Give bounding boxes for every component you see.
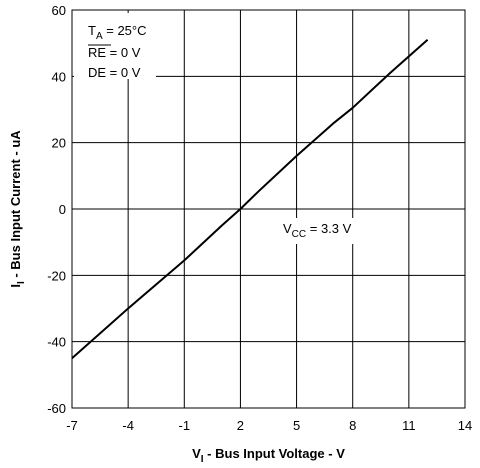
y-tick-label: -60: [47, 401, 66, 416]
x-axis-title-sub: I: [201, 454, 204, 465]
annotation-vcc-rest: = 3.3 V: [306, 221, 351, 236]
x-axis-title-main: V: [192, 446, 201, 461]
x-tick-label: 11: [402, 418, 416, 433]
x-tick-label: -7: [66, 418, 78, 433]
y-axis-title-main: I: [8, 284, 23, 288]
annotation-re: RE = 0 V: [88, 45, 141, 60]
x-tick-label: 5: [293, 418, 300, 433]
annotation-ta-rest: = 25°C: [103, 23, 147, 38]
x-tick-label: 8: [349, 418, 356, 433]
plot-frame: [71, 9, 466, 409]
annotation-ta-main: T: [88, 23, 96, 38]
annotation-vcc-background: [279, 218, 371, 244]
x-tick-label: -1: [179, 418, 191, 433]
x-tick-label: 2: [237, 418, 244, 433]
x-axis-title-rest: - Bus Input Voltage - V: [204, 446, 346, 461]
x-axis-title: VI - Bus Input Voltage - V: [192, 446, 345, 465]
tick-labels: -7 -4 -1 2 5 8 11 14 -60 -40 -20 0 20 40 60: [47, 3, 472, 433]
annotation-de: DE = 0 V: [88, 65, 141, 80]
y-tick-label: -20: [47, 268, 66, 283]
x-tick-label: 14: [458, 418, 472, 433]
y-axis-title-sub: I: [16, 281, 27, 284]
annotation-re-rest: = 0 V: [106, 45, 141, 60]
annotation-vcc: VCC = 3.3 V: [283, 221, 352, 240]
annotation-vcc-main: V: [283, 221, 292, 236]
annotation-ta-sub: A: [96, 31, 103, 42]
annotation-ta: TA = 25°C: [88, 23, 147, 42]
y-axis-title-rest: - Bus Input Current - uA: [8, 130, 23, 282]
annotation-re-main: RE: [88, 45, 106, 60]
series-line: [71, 39, 429, 360]
y-tick-label: 20: [52, 136, 66, 151]
y-tick-label: 60: [52, 3, 66, 18]
y-tick-label: -40: [47, 335, 66, 350]
annotation-box-background: [74, 13, 156, 79]
x-tick-label: -4: [122, 418, 134, 433]
y-tick-label: 40: [52, 69, 66, 84]
annotation-vcc-sub: CC: [292, 229, 306, 240]
y-axis-title: II - Bus Input Current - uA: [8, 130, 27, 288]
y-tick-label: 0: [59, 202, 66, 217]
